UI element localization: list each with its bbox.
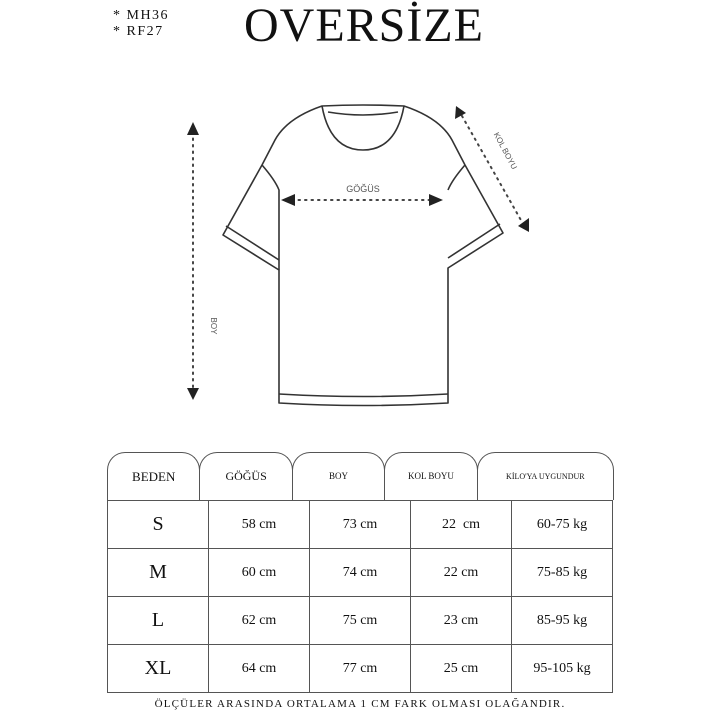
sleeve-cell: 22 cm — [410, 501, 511, 548]
chest-cell: 58 cm — [208, 501, 309, 548]
table-row: L 62 cm 75 cm 23 cm 85-95 kg — [107, 596, 613, 644]
sleeve-cell: 22 cm — [410, 549, 511, 596]
length-label: BOY — [209, 318, 218, 336]
size-cell: L — [107, 597, 208, 644]
size-table: BEDEN GÖĞÜS BOY KOL BOYU KİLO'YA UYGUNDU… — [107, 452, 615, 693]
size-cell: XL — [107, 645, 208, 692]
weight-cell: 95-105 kg — [511, 645, 613, 692]
sleeve-label: KOL BOYU — [492, 131, 519, 171]
footer-note: ÖLÇÜLER ARASINDA ORTALAMA 1 CM FARK OLMA… — [154, 698, 566, 710]
table-row: XL 64 cm 77 cm 25 cm 95-105 kg — [107, 644, 613, 693]
table-row: M 60 cm 74 cm 22 cm 75-85 kg — [107, 548, 613, 596]
chest-label: GÖĞÜS — [346, 184, 380, 194]
length-cell: 74 cm — [309, 549, 410, 596]
chest-cell: 64 cm — [208, 645, 309, 692]
weight-cell: 60-75 kg — [511, 501, 613, 548]
header-sleeve: KOL BOYU — [384, 452, 478, 500]
sleeve-cell: 25 cm — [410, 645, 511, 692]
product-code: * RF27 — [113, 24, 164, 39]
header-length: BOY — [291, 452, 386, 500]
table-header: BEDEN GÖĞÜS BOY KOL BOYU KİLO'YA UYGUNDU… — [107, 452, 615, 500]
size-cell: M — [107, 549, 208, 596]
product-code: * MH36 — [113, 8, 170, 23]
tshirt-outline-icon — [222, 104, 504, 407]
chest-cell: 62 cm — [208, 597, 309, 644]
weight-cell: 85-95 kg — [511, 597, 613, 644]
length-arrow — [187, 122, 199, 400]
table-row: S 58 cm 73 cm 22 cm 60-75 kg — [107, 500, 613, 548]
size-cell: S — [107, 501, 208, 548]
header-weight: KİLO'YA UYGUNDUR — [476, 452, 615, 500]
product-codes: * MH36 * RF27 — [113, 8, 169, 40]
length-cell: 77 cm — [309, 645, 410, 692]
chest-arrow — [281, 194, 443, 206]
page-title: OVERSİZE — [244, 0, 484, 52]
weight-cell: 75-85 kg — [511, 549, 613, 596]
length-cell: 73 cm — [309, 501, 410, 548]
header-chest: GÖĞÜS — [199, 452, 293, 500]
sleeve-cell: 23 cm — [410, 597, 511, 644]
length-cell: 75 cm — [309, 597, 410, 644]
header-size: BEDEN — [107, 452, 201, 500]
tshirt-diagram: BOY GÖĞÜS KOL BOYU — [187, 104, 529, 407]
chest-cell: 60 cm — [208, 549, 309, 596]
sleeve-arrow — [455, 106, 529, 232]
